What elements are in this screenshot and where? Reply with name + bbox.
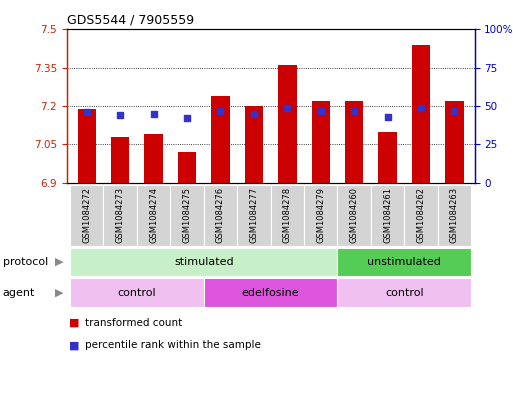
Bar	[104, 185, 137, 246]
Bar	[145, 134, 163, 183]
Text: unstimulated: unstimulated	[367, 257, 441, 267]
Point	[283, 105, 291, 111]
Text: GSM1084279: GSM1084279	[316, 187, 325, 243]
Bar	[211, 96, 230, 183]
Bar	[111, 137, 129, 183]
Bar	[204, 278, 338, 307]
Point	[350, 108, 358, 114]
Bar	[245, 106, 263, 183]
Point	[384, 114, 392, 120]
Text: ▶: ▶	[55, 257, 63, 267]
Text: GSM1084273: GSM1084273	[115, 187, 125, 243]
Bar	[204, 185, 237, 246]
Point	[450, 108, 459, 114]
Text: GSM1084278: GSM1084278	[283, 187, 292, 243]
Bar	[237, 185, 271, 246]
Text: control: control	[117, 288, 156, 298]
Text: GDS5544 / 7905559: GDS5544 / 7905559	[67, 14, 194, 27]
Text: control: control	[385, 288, 424, 298]
Text: GSM1084276: GSM1084276	[216, 187, 225, 243]
Text: transformed count: transformed count	[85, 318, 182, 328]
Text: GSM1084274: GSM1084274	[149, 187, 158, 243]
Text: stimulated: stimulated	[174, 257, 233, 267]
Text: edelfosine: edelfosine	[242, 288, 300, 298]
Point	[183, 115, 191, 121]
Point	[250, 111, 258, 117]
Text: ■: ■	[69, 318, 80, 328]
Bar	[304, 185, 338, 246]
Bar	[345, 101, 363, 183]
Bar	[379, 132, 397, 183]
Text: GSM1084277: GSM1084277	[249, 187, 259, 243]
Bar	[271, 185, 304, 246]
Bar	[70, 185, 104, 246]
Bar	[412, 45, 430, 183]
Bar	[77, 108, 96, 183]
Text: protocol: protocol	[3, 257, 48, 267]
Text: GSM1084261: GSM1084261	[383, 187, 392, 243]
Bar	[137, 185, 170, 246]
Point	[149, 111, 157, 117]
Bar	[311, 101, 330, 183]
Text: GSM1084272: GSM1084272	[82, 187, 91, 243]
Text: percentile rank within the sample: percentile rank within the sample	[85, 340, 261, 351]
Text: GSM1084263: GSM1084263	[450, 187, 459, 243]
Text: ■: ■	[69, 340, 80, 351]
Bar	[170, 185, 204, 246]
Bar	[371, 185, 404, 246]
Bar	[438, 185, 471, 246]
Bar	[338, 185, 371, 246]
Bar	[338, 278, 471, 307]
Text: GSM1084275: GSM1084275	[183, 187, 191, 243]
Point	[417, 105, 425, 111]
Text: GSM1084260: GSM1084260	[350, 187, 359, 243]
Bar	[278, 65, 297, 183]
Bar	[445, 101, 464, 183]
Point	[216, 108, 225, 114]
Bar	[178, 152, 196, 183]
Point	[317, 108, 325, 114]
Bar	[338, 248, 471, 276]
Text: ▶: ▶	[55, 288, 63, 298]
Point	[83, 109, 91, 116]
Point	[116, 112, 124, 118]
Text: GSM1084262: GSM1084262	[417, 187, 426, 243]
Bar	[70, 248, 338, 276]
Text: agent: agent	[3, 288, 35, 298]
Bar	[404, 185, 438, 246]
Bar	[70, 278, 204, 307]
